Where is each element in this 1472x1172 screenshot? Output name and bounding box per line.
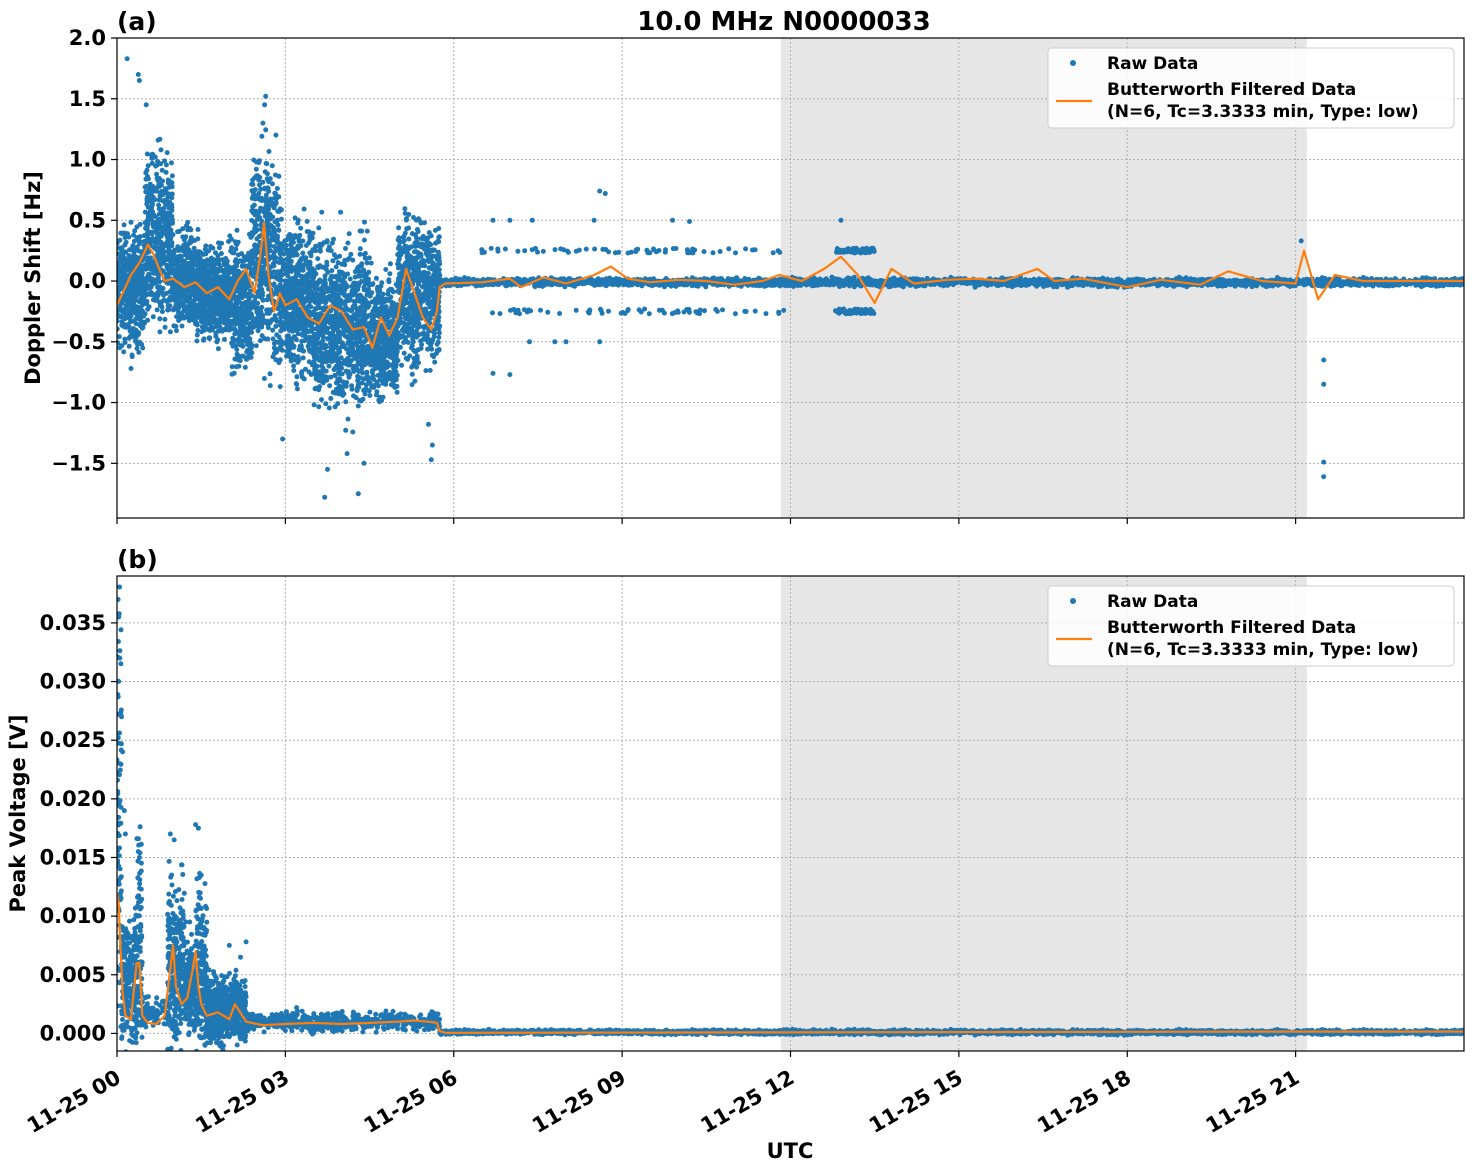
y-tick-label: 1.5	[69, 87, 106, 111]
legend-raw-marker	[1070, 60, 1076, 66]
y-tick-label: 0.015	[40, 845, 106, 869]
y-tick-label: 0.000	[40, 1021, 106, 1045]
legend-filtered-label: Butterworth Filtered Data	[1107, 80, 1356, 100]
legend-raw-marker	[1070, 598, 1076, 604]
x-tick-label: 11-25 03	[191, 1065, 293, 1138]
legend-filtered-params: (N=6, Tc=3.3333 min, Type: low)	[1107, 102, 1419, 122]
y-tick-label: −1.5	[51, 451, 106, 475]
x-tick-label: 11-25 15	[865, 1065, 967, 1138]
panel-label: (b)	[117, 545, 158, 574]
y-tick-label: 0.020	[40, 787, 106, 811]
y-axis-label: Doppler Shift [Hz]	[21, 171, 45, 385]
y-tick-label: 1.0	[69, 148, 106, 172]
y-tick-label: −0.5	[51, 330, 106, 354]
y-tick-label: 0.010	[40, 904, 106, 928]
y-tick-label: −1.0	[51, 391, 106, 415]
y-tick-label: 0.0	[69, 269, 106, 293]
x-tick-label: 11-25 18	[1033, 1065, 1135, 1138]
panel-label: (a)	[117, 7, 157, 36]
y-tick-label: 0.5	[69, 208, 106, 232]
y-tick-label: 0.035	[40, 611, 106, 635]
legend: Raw Data Butterworth Filtered Data(N=6, T…	[1048, 586, 1454, 666]
legend-filtered-params: (N=6, Tc=3.3333 min, Type: low)	[1107, 640, 1419, 660]
legend-filtered-label: Butterworth Filtered Data	[1107, 618, 1356, 638]
panel-b: 0.000 0.005 0.010 0.015 0.020 0.025 0.030 0.035…	[6, 467, 1466, 1138]
y-tick-label: 0.030	[40, 670, 106, 694]
y-axis-label: Peak Voltage [V]	[6, 714, 30, 912]
legend: Raw Data Butterworth Filtered Data(N=6, T…	[1048, 48, 1454, 128]
legend-raw-label: Raw Data	[1107, 54, 1198, 74]
y-tick-label: 2.0	[69, 26, 106, 50]
legend-raw-label: Raw Data	[1107, 592, 1198, 612]
x-axis-label: UTC	[767, 1139, 814, 1163]
x-tick-label: 11-25 09	[528, 1065, 630, 1138]
x-tick-label: 11-25 12	[697, 1065, 799, 1138]
x-tick-label: 11-25 00	[23, 1065, 125, 1138]
x-tick-label: 11-25 06	[360, 1065, 462, 1138]
x-tick-label: 11-25 21	[1202, 1065, 1304, 1138]
y-tick-label: 0.025	[40, 728, 106, 752]
panel-a: −1.5 −1.0 −0.5 0.0 0.5 1.0 1.5 2.0 (a) Doppler Sh…	[21, 7, 1466, 524]
y-tick-label: 0.005	[40, 963, 106, 987]
chart-title: 10.0 MHz N0000033	[637, 7, 930, 37]
